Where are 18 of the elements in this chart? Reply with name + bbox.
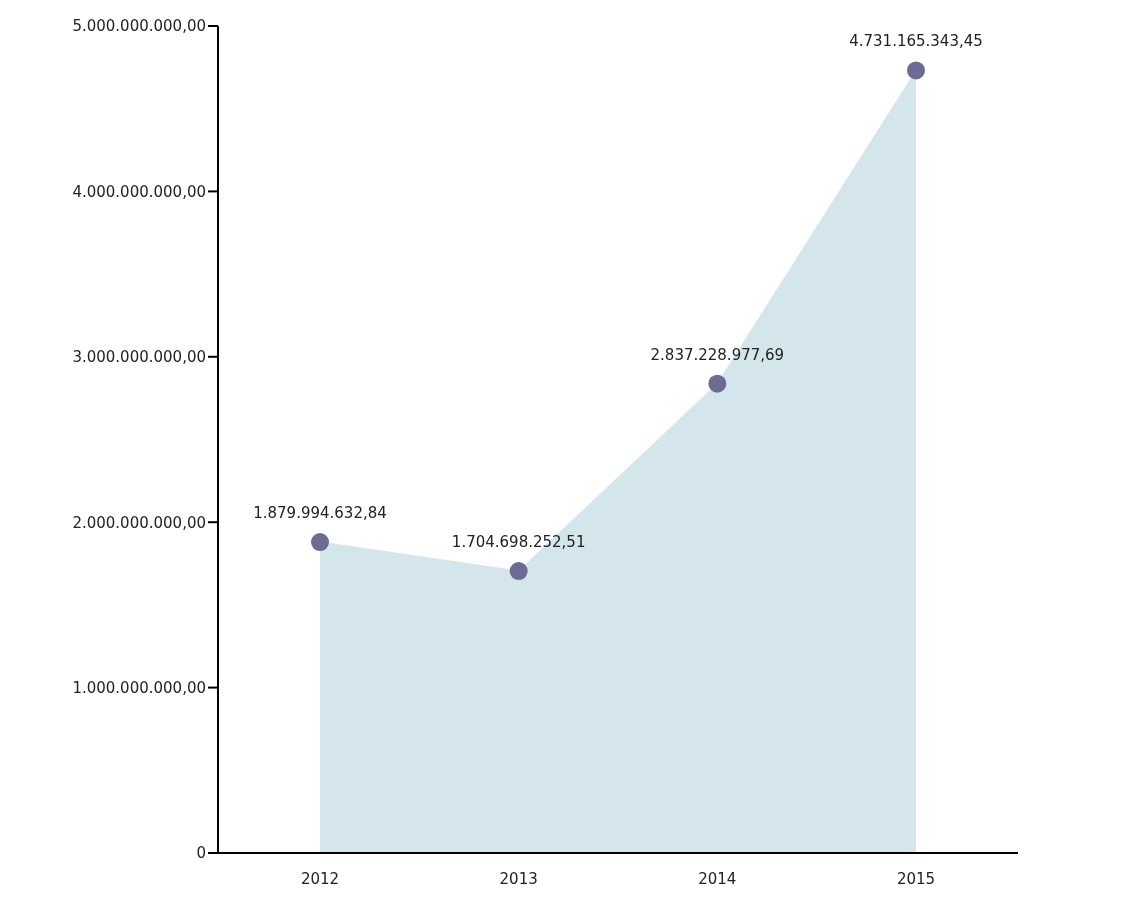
data-label: 2.837.228.977,69 — [650, 345, 785, 364]
y-tick-label: 2.000.000.000,00 — [72, 513, 206, 532]
point — [311, 533, 329, 552]
x-tick-label: 2013 — [499, 869, 538, 888]
y-tick-label: 3.000.000.000,00 — [72, 348, 206, 367]
point — [509, 562, 528, 581]
y-tick-label: 4.000.000.000,00 — [72, 182, 206, 201]
y-tick-label: 1.000.000.000,00 — [72, 678, 206, 697]
data-label: 4.731.165.343,45 — [849, 32, 983, 51]
point — [708, 374, 727, 393]
x-tick-label: 2015 — [896, 869, 936, 888]
y-tick-label: 0 — [196, 844, 206, 863]
x-tick-label: 2014 — [698, 869, 737, 888]
y-tick-label: 5.000.000.000,00 — [72, 17, 206, 36]
point — [907, 61, 925, 80]
data-label: 1.704.698.252,51 — [451, 533, 586, 552]
x-tick-label: 2012 — [300, 869, 340, 888]
data-label: 1.879.994.632,84 — [253, 504, 387, 523]
